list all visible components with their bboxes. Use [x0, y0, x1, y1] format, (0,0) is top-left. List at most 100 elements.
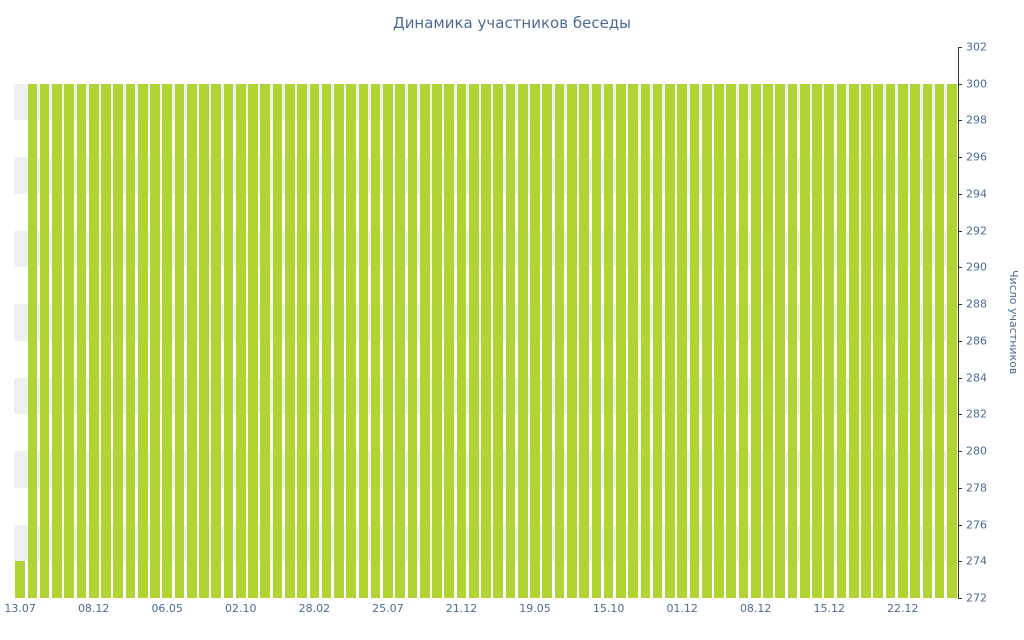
bar — [799, 83, 810, 598]
x-tick-label: 06.05 — [151, 602, 183, 615]
bar — [235, 83, 246, 598]
y-tick-mark — [958, 451, 962, 453]
bar — [456, 83, 467, 598]
bar — [444, 83, 455, 598]
x-tick-label: 21.12 — [445, 602, 478, 615]
bar — [861, 83, 871, 598]
y-tick-label: 288 — [966, 297, 987, 311]
y-tick-label: 296 — [966, 150, 987, 164]
y-tick-label: 284 — [966, 371, 987, 385]
y-tick-mark — [958, 377, 962, 379]
bar — [665, 83, 675, 598]
y-tick-mark — [958, 561, 962, 563]
bar — [186, 83, 197, 598]
bar — [137, 83, 148, 598]
bar — [150, 83, 160, 598]
bar — [248, 83, 258, 598]
bar — [554, 83, 565, 598]
bar — [677, 83, 687, 598]
bar — [309, 83, 320, 598]
y-tick-label: 282 — [966, 407, 987, 421]
y-tick-label: 286 — [966, 334, 987, 348]
bar — [689, 83, 700, 598]
bar — [223, 83, 234, 598]
y-tick-label: 278 — [966, 481, 987, 495]
bar — [493, 83, 504, 598]
bar — [787, 83, 798, 598]
y-tick-label: 276 — [966, 518, 987, 532]
bar — [517, 83, 528, 598]
bar — [101, 83, 111, 598]
bar — [27, 83, 38, 598]
x-axis-labels: 13.07 08.12 06.05 02.10 28.02 25.07 21.12 19.05… — [0, 602, 1024, 622]
bar — [272, 83, 283, 598]
bar — [701, 83, 712, 598]
bar — [530, 83, 540, 598]
bar — [885, 83, 896, 598]
x-tick-label: 13.07 — [4, 602, 36, 615]
bar — [64, 83, 74, 598]
bar — [468, 83, 479, 598]
bar — [542, 83, 553, 598]
bar — [321, 83, 332, 598]
bar — [616, 83, 626, 598]
bar — [947, 83, 957, 598]
bar — [76, 83, 87, 598]
bar — [346, 83, 356, 598]
x-tick-label: 01.12 — [666, 602, 698, 615]
y-tick-label: 298 — [966, 113, 987, 127]
bar — [162, 83, 173, 598]
bar — [88, 83, 99, 598]
bar — [750, 83, 761, 598]
bar — [848, 83, 859, 598]
y-tick-mark — [958, 524, 962, 526]
bar — [763, 83, 773, 598]
bar — [738, 83, 749, 598]
chart-title: Динамика участников беседы — [392, 14, 632, 32]
y-tick-label: 290 — [966, 260, 987, 274]
bar — [566, 83, 577, 598]
bar — [285, 83, 295, 598]
x-tick-label: 19.05 — [519, 602, 551, 615]
x-tick-label: 22.12 — [887, 602, 919, 615]
bar — [260, 83, 271, 598]
x-tick-label: 15.12 — [813, 602, 846, 615]
x-tick-label: 08.12 — [739, 602, 772, 615]
y-tick-mark — [958, 414, 962, 416]
bar — [579, 83, 589, 598]
bar — [15, 561, 25, 598]
y-tick-mark — [958, 598, 962, 599]
y-tick-label: 294 — [966, 187, 987, 201]
bar — [39, 83, 50, 598]
bar — [383, 83, 393, 598]
y-tick-label: 292 — [966, 224, 987, 238]
y-tick-mark — [958, 83, 962, 85]
bar — [628, 83, 638, 598]
bar — [395, 83, 405, 598]
y-tick-mark — [958, 340, 962, 342]
plot-area — [14, 47, 958, 598]
bar — [824, 83, 835, 598]
bar — [836, 83, 847, 598]
y-axis-ticks: 302 300 298 296 294 292 290 288 286 284 282 280 278 2… — [958, 41, 1024, 605]
bar — [199, 83, 209, 598]
bar — [714, 83, 724, 598]
bar — [419, 83, 430, 598]
bar — [211, 83, 222, 598]
bar — [726, 83, 737, 598]
bar — [113, 83, 124, 598]
x-tick-label: 02.10 — [225, 602, 257, 615]
y-tick-label: 300 — [966, 77, 987, 91]
bar — [481, 83, 491, 598]
bar — [334, 83, 344, 598]
bar — [652, 83, 663, 598]
bar — [873, 83, 884, 598]
bar — [52, 83, 62, 598]
y-tick-mark — [958, 47, 962, 48]
y-tick-mark — [958, 157, 962, 159]
y-tick-label: 272 — [966, 591, 987, 605]
x-tick-label: 28.02 — [298, 602, 331, 615]
bar — [125, 83, 136, 598]
x-tick-label: 15.10 — [592, 602, 625, 615]
